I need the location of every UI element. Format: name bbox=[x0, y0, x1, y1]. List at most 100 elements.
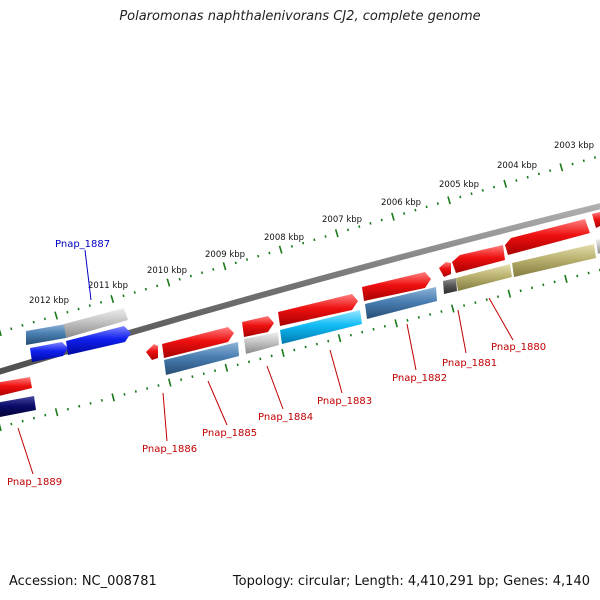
gene-darkgray-arrow[interactable] bbox=[443, 278, 457, 294]
lower-track-minor-tick bbox=[21, 419, 24, 423]
upper-track-minor-tick bbox=[459, 195, 462, 199]
gene-blue-arrow[interactable] bbox=[66, 326, 131, 355]
gene-gray-arrow[interactable] bbox=[244, 332, 279, 354]
gene-label-pnap-1883[interactable]: Pnap_1883 bbox=[317, 396, 372, 407]
upper-track-minor-tick bbox=[66, 310, 69, 314]
gene-red-arrow[interactable] bbox=[439, 262, 451, 277]
lower-track-minor-tick bbox=[462, 304, 466, 307]
leader-pnap-1880 bbox=[488, 297, 514, 341]
upper-track-minor-tick bbox=[257, 254, 260, 258]
gene-red-arrow[interactable] bbox=[452, 245, 505, 273]
lower-track-minor-tick bbox=[202, 372, 205, 376]
upper-track-major-tick bbox=[110, 295, 115, 304]
lower-track-minor-tick bbox=[372, 327, 375, 331]
lower-track-major-tick bbox=[507, 289, 512, 298]
lower-track-minor-tick bbox=[134, 390, 137, 393]
lower-track-minor-tick bbox=[587, 271, 590, 275]
upper-track-minor-tick bbox=[470, 192, 473, 196]
gene-gray-arrow[interactable] bbox=[64, 308, 128, 338]
lower-track-major-tick bbox=[337, 334, 342, 343]
tick-label-2004: 2004 kbp bbox=[497, 161, 537, 171]
upper-track-minor-tick bbox=[403, 212, 406, 215]
leader-pnap-1882 bbox=[406, 323, 417, 371]
upper-track-minor-tick bbox=[290, 244, 294, 248]
gene-label-pnap-1889[interactable]: Pnap_1889 bbox=[7, 477, 62, 488]
gene-red-arrow[interactable] bbox=[362, 272, 431, 301]
gene-red-arrow[interactable] bbox=[0, 377, 32, 397]
upper-track-minor-tick bbox=[189, 274, 192, 278]
lower-track-major-tick bbox=[281, 348, 285, 358]
lower-track-minor-tick bbox=[542, 283, 545, 287]
lower-track-minor-tick bbox=[157, 384, 160, 387]
upper-track-major-tick bbox=[559, 163, 564, 172]
gene-red-arrow[interactable] bbox=[278, 294, 358, 326]
upper-track-major-tick bbox=[447, 196, 451, 205]
upper-track-minor-tick bbox=[21, 324, 24, 327]
leader-pnap-1887 bbox=[84, 249, 92, 301]
lower-tick-track bbox=[0, 268, 600, 432]
gene-olive-arrow[interactable] bbox=[456, 264, 512, 291]
lower-track-minor-tick bbox=[576, 274, 579, 278]
lower-track-minor-tick bbox=[485, 298, 488, 302]
gene-cyan-arrow[interactable] bbox=[280, 310, 362, 344]
gene-label-pnap-1886[interactable]: Pnap_1886 bbox=[142, 444, 197, 455]
upper-track-minor-tick bbox=[481, 189, 484, 192]
upper-track-minor-tick bbox=[549, 169, 552, 173]
lower-track-major-tick bbox=[111, 393, 115, 402]
lower-track-minor-tick bbox=[496, 295, 500, 299]
upper-track-minor-tick bbox=[245, 258, 249, 261]
lower-track-minor-tick bbox=[180, 378, 183, 381]
upper-track-minor-tick bbox=[436, 202, 439, 205]
gene-olive-arrow[interactable] bbox=[512, 244, 596, 277]
gene-label-pnap-1881[interactable]: Pnap_1881 bbox=[442, 358, 497, 369]
gene-red-arrow[interactable] bbox=[146, 344, 158, 360]
gene-navy-arrow[interactable] bbox=[0, 396, 36, 418]
map-title: Polaromonas naphthalenivorans CJ2, compl… bbox=[119, 9, 481, 24]
gene-label-pnap-1887[interactable]: Pnap_1887 bbox=[55, 239, 110, 250]
gene-label-pnap-1884[interactable]: Pnap_1884 bbox=[258, 412, 313, 423]
gene-steelblue-arrow[interactable] bbox=[164, 342, 239, 375]
upper-track-major-tick bbox=[54, 311, 59, 320]
lower-track-minor-tick bbox=[78, 404, 81, 408]
lower-track-minor-tick bbox=[259, 357, 262, 361]
upper-track-minor-tick bbox=[122, 294, 125, 298]
leader-pnap-1889 bbox=[17, 427, 34, 475]
lower-track-major-tick bbox=[167, 378, 172, 387]
tick-label-2006: 2006 kbp bbox=[381, 198, 421, 208]
tick-label-2007: 2007 kbp bbox=[322, 215, 362, 225]
gene-red-arrow[interactable] bbox=[592, 212, 600, 228]
upper-track-major-tick bbox=[278, 245, 283, 254]
upper-track-minor-tick bbox=[200, 271, 204, 275]
upper-track-major-tick bbox=[334, 229, 339, 238]
upper-track-minor-tick bbox=[414, 208, 417, 212]
gene-label-pnap-1880[interactable]: Pnap_1880 bbox=[491, 342, 546, 353]
upper-track-minor-tick bbox=[492, 185, 496, 189]
lower-track-minor-tick bbox=[327, 339, 330, 343]
lower-track-minor-tick bbox=[66, 407, 69, 411]
lower-track-minor-tick bbox=[417, 316, 420, 319]
upper-track-minor-tick bbox=[358, 225, 361, 228]
accession-text: Accession: NC_008781 bbox=[9, 574, 157, 589]
gene-red-arrow[interactable] bbox=[162, 327, 234, 358]
upper-track-minor-tick bbox=[212, 268, 215, 271]
upper-track-minor-tick bbox=[571, 162, 574, 166]
gene-blue-arrow[interactable] bbox=[30, 342, 68, 362]
lower-track-major-tick bbox=[450, 304, 455, 313]
gene-label-pnap-1882[interactable]: Pnap_1882 bbox=[392, 373, 447, 384]
leader-pnap-1886 bbox=[162, 392, 168, 442]
upper-track-minor-tick bbox=[32, 320, 35, 324]
upper-track-major-tick bbox=[503, 179, 508, 188]
upper-tick-track bbox=[0, 156, 597, 337]
lower-track-minor-tick bbox=[361, 330, 364, 334]
gene-steelblue-arrow[interactable] bbox=[26, 324, 66, 345]
tick-label-2005: 2005 kbp bbox=[439, 180, 479, 190]
gene-red-arrow[interactable] bbox=[505, 219, 590, 255]
gene-gray-arrow[interactable] bbox=[596, 239, 600, 254]
gene-label-pnap-1885[interactable]: Pnap_1885 bbox=[202, 428, 257, 439]
upper-track-minor-tick bbox=[43, 317, 47, 321]
gene-steelblue-arrow[interactable] bbox=[365, 287, 437, 319]
gene-red-arrow[interactable] bbox=[242, 316, 274, 337]
upper-track-minor-tick bbox=[515, 179, 518, 182]
upper-track-minor-tick bbox=[302, 241, 305, 245]
upper-track-minor-tick bbox=[313, 238, 316, 242]
